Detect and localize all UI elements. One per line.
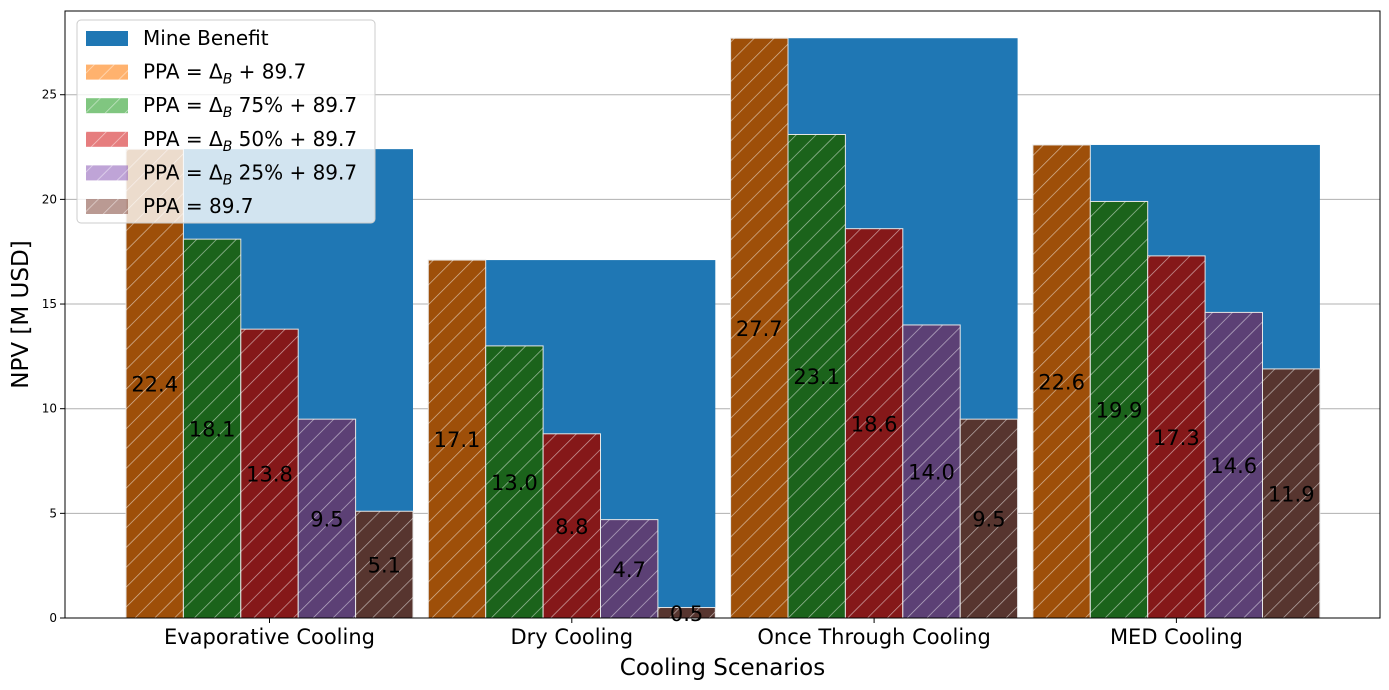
legend-label: PPA = ΔB 25% + 89.7 — [143, 160, 357, 188]
bar-hatch — [657, 607, 716, 618]
legend: Mine Benefit PPA = ΔB + 89.7 PPA = ΔB 75% … — [76, 19, 376, 224]
data-label: 13.0 — [491, 471, 538, 495]
legend-label: PPA = 89.7 — [143, 194, 254, 218]
data-label: 14.6 — [1210, 454, 1257, 478]
data-label: 18.6 — [851, 412, 898, 436]
legend-swatch — [86, 31, 128, 46]
y-tick-label: 20 — [42, 192, 57, 206]
data-label: 22.4 — [131, 373, 178, 397]
bar-hatch — [1205, 312, 1263, 618]
legend-label: PPA = ΔB 75% + 89.7 — [143, 93, 357, 121]
x-tick-label: Evaporative Cooling — [164, 625, 375, 649]
legend-swatch-hatch — [86, 199, 128, 214]
bar-hatch — [730, 38, 788, 619]
data-label: 0.5 — [670, 602, 703, 626]
bar-hatch — [1147, 255, 1206, 618]
data-label: 18.1 — [189, 418, 236, 442]
bar-hatch — [428, 260, 486, 618]
legend-swatch-hatch — [86, 98, 128, 114]
x-tick-label: Dry Cooling — [511, 625, 634, 649]
bar-hatch — [600, 519, 658, 618]
bar-hatch — [960, 419, 1018, 618]
data-label: 13.8 — [246, 463, 293, 487]
bar-hatch — [183, 239, 241, 619]
bar-hatch — [485, 345, 544, 618]
y-tick-label: 5 — [49, 506, 57, 520]
x-tick-label: Once Through Cooling — [757, 625, 990, 649]
data-label: 17.3 — [1153, 426, 1200, 450]
bar-hatch — [543, 433, 601, 618]
data-label: 27.7 — [736, 317, 783, 341]
bar-hatch — [355, 511, 413, 618]
y-tick-label: 15 — [42, 297, 57, 311]
data-label: 17.1 — [434, 428, 481, 452]
data-label: 9.5 — [310, 508, 343, 532]
plot-frame — [64, 10, 1381, 619]
data-label: 23.1 — [793, 365, 840, 389]
data-label: 5.1 — [368, 554, 401, 578]
legend-label: PPA = ΔB + 89.7 — [143, 60, 306, 88]
axes: Evaporative Cooling Dry Cooling Once Throu… — [8, 10, 1381, 681]
bar-hatch — [126, 149, 184, 618]
legend-box — [76, 19, 376, 224]
data-label: 4.7 — [612, 558, 645, 582]
bar-hatch — [240, 329, 299, 618]
bar-hatch — [298, 419, 356, 618]
data-labels: 22.4 18.1 13.8 9.5 5.1 17.1 13.0 8.8 4.7 0.5 27.7 2… — [131, 317, 1314, 626]
data-label: 9.5 — [972, 508, 1005, 532]
legend-swatch-hatch — [86, 131, 128, 147]
legend-swatch-hatch — [86, 64, 128, 80]
legend-swatch-hatch — [86, 165, 128, 181]
data-label: 11.9 — [1268, 482, 1315, 506]
data-label: 8.8 — [555, 515, 588, 539]
bar-hatch — [788, 134, 846, 618]
bar-hatch — [1262, 368, 1320, 618]
x-tick-label: MED Cooling — [1110, 625, 1243, 649]
legend-label: PPA = ΔB 50% + 89.7 — [143, 127, 357, 155]
x-axis-label: Cooling Scenarios — [620, 655, 825, 681]
bar-hatch — [902, 324, 961, 618]
y-tick-label: 10 — [42, 402, 57, 416]
bar-hatch — [1090, 201, 1148, 618]
data-label: 19.9 — [1096, 399, 1143, 423]
bar-hatch — [845, 228, 903, 619]
y-tick-label: 25 — [42, 88, 57, 102]
y-tick-label: 0 — [49, 611, 57, 625]
data-label: 14.0 — [908, 460, 955, 484]
legend-label: Mine Benefit — [143, 26, 269, 50]
bar-hatch — [1032, 144, 1091, 618]
bars — [125, 37, 1321, 619]
y-axis-label: NPV [M USD] — [8, 240, 34, 388]
data-label: 22.6 — [1038, 370, 1085, 394]
